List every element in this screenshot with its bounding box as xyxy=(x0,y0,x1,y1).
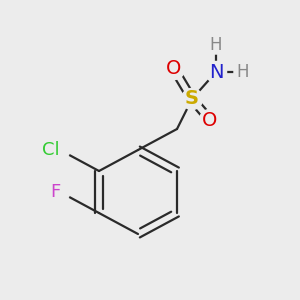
Text: O: O xyxy=(202,110,218,130)
Circle shape xyxy=(50,182,70,202)
Circle shape xyxy=(164,58,184,80)
Text: H: H xyxy=(210,36,222,54)
Circle shape xyxy=(234,63,252,81)
Circle shape xyxy=(206,61,226,82)
Circle shape xyxy=(207,36,225,54)
Text: F: F xyxy=(50,183,60,201)
Text: S: S xyxy=(185,89,199,109)
Circle shape xyxy=(50,140,70,160)
Circle shape xyxy=(200,110,220,130)
Text: N: N xyxy=(209,62,223,82)
Circle shape xyxy=(182,88,203,110)
Text: O: O xyxy=(166,59,182,79)
Text: H: H xyxy=(237,63,249,81)
Text: Cl: Cl xyxy=(42,141,60,159)
